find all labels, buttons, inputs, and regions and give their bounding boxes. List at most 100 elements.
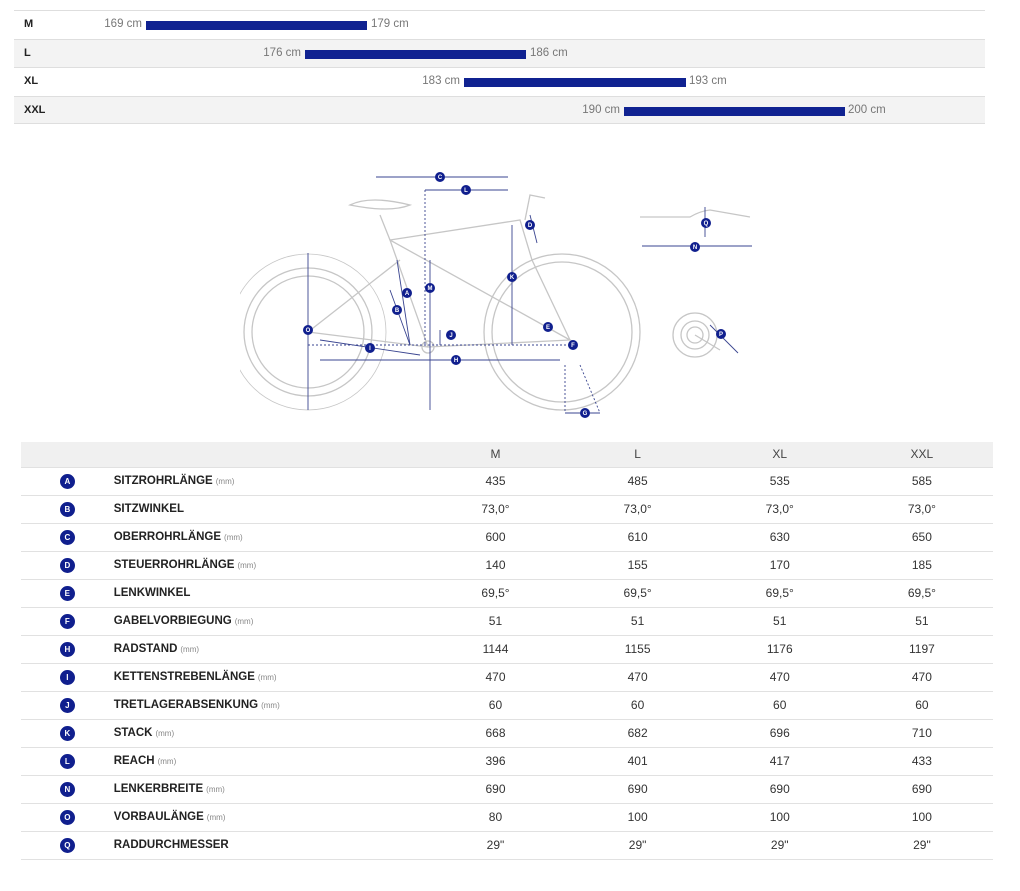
row-badge-cell: N [21, 775, 114, 804]
diagram-label-p: P [719, 332, 723, 338]
row-badge-cell: K [21, 719, 114, 748]
row-value-xl: 1176 [708, 635, 851, 664]
row-badge: K [59, 726, 75, 741]
row-value-xxl: 185 [850, 551, 993, 580]
row-value-l: 100 [566, 803, 709, 832]
row-badge: I [59, 670, 75, 685]
row-label-cell: TRETLAGERABSENKUNG (mm) [113, 691, 425, 720]
row-value-m: 140 [424, 551, 567, 580]
range-min: 176 cm [263, 46, 301, 59]
header-label-col [113, 442, 425, 467]
row-value-m: 396 [424, 747, 567, 776]
row-value-l: 610 [566, 523, 709, 552]
row-value-xl: 69,5° [708, 579, 851, 608]
row-label-cell: GABELVORBIEGUNG (mm) [113, 607, 425, 636]
row-label: SITZWINKEL [113, 503, 184, 515]
bike-geometry-diagram: A B C D E F G H I J K L M N O P Q [240, 172, 752, 418]
row-value-xxl: 585 [850, 466, 993, 496]
row-value-l: 682 [566, 719, 709, 748]
row-value-xxl: 433 [850, 747, 993, 776]
row-badge-cell: B [21, 495, 114, 524]
row-value-xl: 29" [708, 831, 851, 860]
row-unit: (mm) [155, 729, 175, 738]
table-body: A SITZROHRLÄNGE (mm) 435 485 535 585 B SITZWINKE… [21, 466, 993, 860]
row-value-xl: 73,0° [708, 495, 851, 524]
row-value-xl: 170 [708, 551, 851, 580]
row-label: LENKERBREITE [113, 783, 204, 795]
range-max: 179 cm [371, 18, 409, 30]
size-label: L [24, 46, 31, 59]
row-value-m: 435 [424, 466, 567, 496]
size-range-row-xl: XL 183 cm 193 cm [14, 67, 985, 96]
row-unit: (mm) [206, 785, 225, 794]
row-value-l: 1155 [566, 635, 709, 664]
row-value-m: 73,0° [424, 495, 567, 524]
diagram-label-d: D [528, 223, 533, 229]
row-label-cell: RADDURCHMESSER [113, 831, 425, 860]
table-row: H RADSTAND (mm) 1144 1155 1176 1197 [21, 635, 993, 664]
header-size-m: M [424, 442, 567, 467]
row-label: SITZROHRLÄNGE [113, 475, 213, 487]
row-badge-cell: E [21, 579, 114, 608]
row-badge: N [59, 782, 75, 797]
row-label-cell: RADSTAND (mm) [113, 635, 425, 664]
table-row: I KETTENSTREBENLÄNGE (mm) 470 470 470 470 [21, 663, 993, 692]
row-value-xl: 535 [708, 466, 851, 496]
row-label: STEUERROHRLÄNGE [113, 559, 235, 571]
row-value-xxl: 470 [850, 663, 993, 692]
row-badge: J [59, 698, 75, 713]
row-badge: A [59, 474, 75, 489]
range-max: 200 cm [848, 103, 886, 116]
row-label-cell: SITZROHRLÄNGE (mm) [113, 466, 425, 496]
table-row: A SITZROHRLÄNGE (mm) 435 485 535 585 [21, 466, 993, 496]
row-value-l: 51 [566, 607, 709, 636]
row-badge: E [59, 586, 75, 601]
row-value-xxl: 60 [850, 691, 993, 720]
table-row: C OBERROHRLÄNGE (mm) 600 610 630 650 [21, 523, 993, 552]
geometry-table: M L XL XXL A SITZROHRLÄNGE (mm) 435 485 535 58… [21, 442, 993, 860]
row-unit: (mm) [224, 533, 243, 542]
row-value-m: 60 [424, 691, 567, 720]
diagram-label-n: N [693, 245, 697, 251]
header-badge-col [21, 442, 114, 467]
diagram-label-f: F [571, 343, 575, 349]
row-unit: (mm) [157, 757, 177, 766]
table-row: N LENKERBREITE (mm) 690 690 690 690 [21, 775, 993, 804]
table-row: E LENKWINKEL 69,5° 69,5° 69,5° 69,5° [21, 579, 993, 608]
row-value-xl: 417 [708, 747, 851, 776]
row-badge-cell: J [21, 691, 114, 720]
row-label: STACK [113, 727, 153, 739]
table-row: L REACH (mm) 396 401 417 433 [21, 747, 993, 776]
diagram-label-h: H [454, 358, 458, 364]
row-value-m: 690 [424, 775, 567, 804]
row-unit: (mm) [237, 561, 257, 570]
range-max: 186 cm [530, 46, 568, 59]
row-label-cell: KETTENSTREBENLÄNGE (mm) [113, 663, 425, 692]
row-label: OBERROHRLÄNGE [113, 531, 222, 543]
table-header-row: M L XL XXL [21, 442, 993, 467]
diagram-label-i: I [369, 346, 371, 352]
row-unit: (mm) [180, 645, 200, 654]
row-badge: H [59, 642, 75, 657]
size-label: XXL [24, 103, 46, 116]
diagram-label-j: J [449, 333, 452, 339]
row-value-xl: 690 [708, 775, 851, 804]
row-label: KETTENSTREBENLÄNGE [113, 671, 255, 683]
size-range-row-xxl: XXL 190 cm 200 cm [14, 95, 985, 124]
row-value-l: 29" [566, 831, 709, 860]
row-label-cell: REACH (mm) [113, 747, 425, 776]
diagram-label-q: Q [704, 221, 709, 227]
row-label-cell: STEUERROHRLÄNGE (mm) [113, 551, 425, 580]
row-unit: (mm) [257, 673, 277, 682]
diagram-label-c: C [438, 175, 443, 181]
row-badge-cell: I [21, 663, 114, 692]
table-row: K STACK (mm) 668 682 696 710 [21, 719, 993, 748]
row-unit: (mm) [206, 813, 226, 822]
row-value-xxl: 69,5° [850, 579, 993, 608]
range-bar [305, 49, 526, 59]
row-value-xxl: 73,0° [850, 495, 993, 524]
row-label: LENKWINKEL [113, 587, 191, 599]
row-badge-cell: Q [21, 831, 114, 860]
range-bar [464, 78, 686, 87]
row-badge: L [59, 754, 75, 769]
